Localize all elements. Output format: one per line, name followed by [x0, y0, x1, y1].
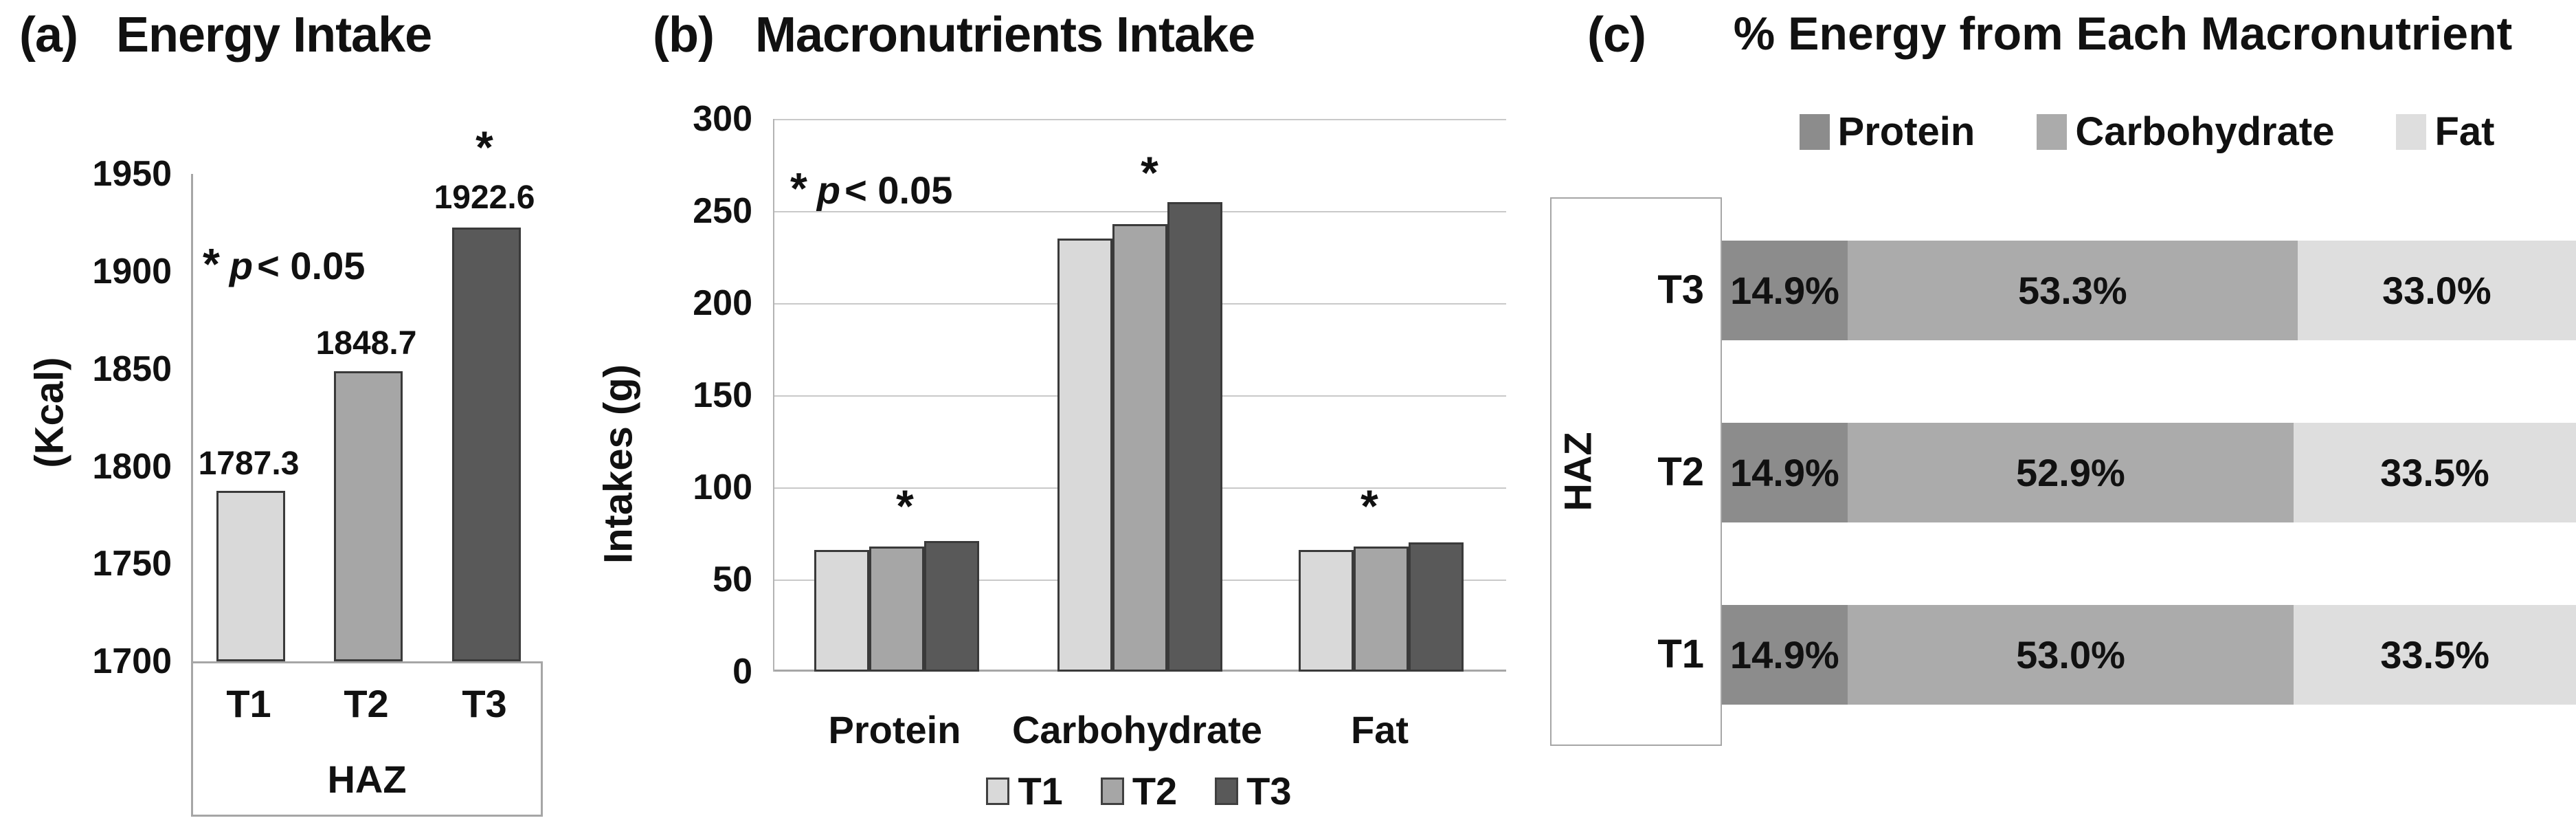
panel-c-label-title: (c) — [1587, 8, 1646, 63]
stacked-bar-t2: 14.9% 52.9% 33.5% — [1722, 423, 2576, 522]
gridline — [774, 119, 1506, 120]
bar-t2 — [334, 371, 403, 661]
panel-b-xtick-fat: Fat — [1351, 708, 1409, 751]
legend-item-carbohydrate: Carbohydrate — [2037, 109, 2334, 155]
panel-a-ytick: 1800 — [92, 447, 172, 487]
bar-carbohydrate-t1 — [1057, 239, 1112, 672]
p-threshold: < 0.05 — [844, 168, 953, 212]
stacked-bar-t3: 14.9% 53.3% 33.0% — [1722, 241, 2576, 340]
bar-t3-value-label: 1922.6 — [434, 179, 535, 216]
bar-fat-t2 — [1354, 546, 1409, 672]
legend-label: Carbohydrate — [2075, 109, 2335, 154]
bar-t3 — [452, 227, 521, 661]
panel-a-significance-note: * p < 0.05 — [203, 239, 365, 291]
panel-a-label: (a) — [19, 8, 78, 63]
carbohydrate-swatch-icon — [2037, 113, 2068, 150]
t3-swatch-icon — [1215, 777, 1239, 805]
panel-b-ytick: 150 — [693, 375, 752, 415]
carbohydrate-significance-asterisk: * — [1141, 147, 1158, 198]
bar-carbohydrate-t3 — [1167, 201, 1222, 672]
panel-a-ytick: 1950 — [92, 154, 172, 194]
panel-a-xtick-t2: T2 — [344, 682, 389, 725]
legend-item-t3: T3 — [1215, 769, 1292, 813]
legend-label: Protein — [1837, 109, 1975, 154]
segment-carbohydrate: 52.9% — [1847, 423, 2294, 522]
panel-a-ytick: 1700 — [92, 641, 172, 681]
segment-protein: 14.9% — [1722, 241, 1848, 340]
legend-item-protein: Protein — [1799, 109, 1975, 155]
asterisk-symbol: * — [790, 164, 807, 213]
segment-carbohydrate: 53.3% — [1848, 241, 2298, 340]
bar-protein-t3 — [924, 540, 979, 672]
panel-c-ytick-t2: T2 — [1657, 450, 1704, 494]
bar-t3-significance-asterisk: * — [475, 122, 493, 173]
panel-a-ytick: 1750 — [92, 544, 172, 584]
protein-significance-asterisk: * — [896, 481, 914, 531]
panel-b-ytick: 100 — [693, 467, 752, 507]
bar-fat-t1 — [1299, 550, 1354, 672]
panel-c-legend: Protein Carbohydrate Fat — [1718, 109, 2576, 155]
legend-label: T1 — [1018, 769, 1063, 813]
panel-a-x-axis-box — [191, 661, 543, 817]
t1-swatch-icon — [986, 777, 1010, 805]
bar-fat-t3 — [1409, 542, 1464, 672]
fat-swatch-icon — [2396, 113, 2427, 150]
panel-a-x-axis-label: HAZ — [327, 758, 407, 801]
panel-a-ytick: 1850 — [92, 349, 172, 389]
legend-label: T3 — [1246, 769, 1292, 813]
segment-protein: 14.9% — [1722, 423, 1848, 522]
t2-swatch-icon — [1100, 777, 1124, 805]
panel-b-plot-area — [773, 119, 1506, 672]
segment-fat: 33.0% — [2297, 241, 2576, 340]
legend-item-t1: T1 — [986, 769, 1063, 813]
panel-b-title-text: Macronutrients Intake — [754, 8, 1255, 63]
panel-b-ytick: 0 — [732, 652, 752, 692]
stacked-bar-t1: 14.9% 53.0% 33.5% — [1722, 605, 2576, 705]
segment-carbohydrate: 53.0% — [1847, 605, 2294, 705]
panel-b-title: (b) Macronutrients Intake — [653, 8, 1255, 63]
bar-t1 — [216, 491, 285, 661]
panel-a-plot-area — [191, 174, 545, 661]
panel-b-ytick: 50 — [713, 560, 752, 599]
p-variable: p — [229, 244, 254, 287]
segment-protein: 14.9% — [1722, 605, 1848, 705]
legend-item-fat: Fat — [2396, 109, 2494, 155]
panel-b-ytick: 300 — [693, 99, 752, 139]
p-variable: p — [816, 168, 841, 212]
panel-c-category-axis-box — [1550, 197, 1722, 746]
bar-protein-t1 — [814, 550, 869, 672]
legend-label: T2 — [1132, 769, 1178, 813]
bar-t2-value-label: 1848.7 — [315, 325, 417, 362]
bar-t1-value-label: 1787.3 — [198, 445, 300, 482]
bar-carbohydrate-t2 — [1112, 223, 1167, 672]
panel-b-xtick-carbohydrate: Carbohydrate — [1011, 708, 1263, 751]
legend-item-t2: T2 — [1100, 769, 1178, 813]
fat-significance-asterisk: * — [1360, 481, 1378, 531]
p-threshold: < 0.05 — [257, 244, 366, 287]
legend-label: Fat — [2434, 109, 2495, 154]
panel-b-ytick: 200 — [693, 283, 752, 323]
panel-c-label: (c) — [1587, 8, 1646, 63]
segment-fat: 33.5% — [2294, 605, 2576, 705]
gridline — [774, 211, 1506, 212]
panel-b-legend: T1 T2 T3 — [773, 769, 1505, 813]
panel-b-significance-note: * p < 0.05 — [790, 164, 952, 215]
segment-fat: 33.5% — [2293, 423, 2576, 522]
panel-b-xtick-protein: Protein — [828, 708, 961, 751]
panel-a-ytick: 1900 — [92, 252, 172, 291]
bar-protein-t2 — [869, 546, 924, 672]
panel-b-ytick: 250 — [693, 191, 752, 231]
protein-swatch-icon — [1799, 113, 1830, 150]
panel-a-title: (a) Energy Intake — [19, 8, 432, 63]
panel-a-xtick-t1: T1 — [226, 682, 271, 725]
panel-c-ytick-t1: T1 — [1657, 632, 1704, 676]
asterisk-symbol: * — [203, 239, 220, 289]
panel-a-xtick-t3: T3 — [462, 682, 507, 725]
panel-c-title: % Energy from Each Macronutrient — [1733, 8, 2513, 60]
panel-b-label: (b) — [653, 8, 715, 63]
panel-a-title-text: Energy Intake — [116, 8, 432, 63]
panel-c-ytick-t3: T3 — [1657, 267, 1704, 312]
